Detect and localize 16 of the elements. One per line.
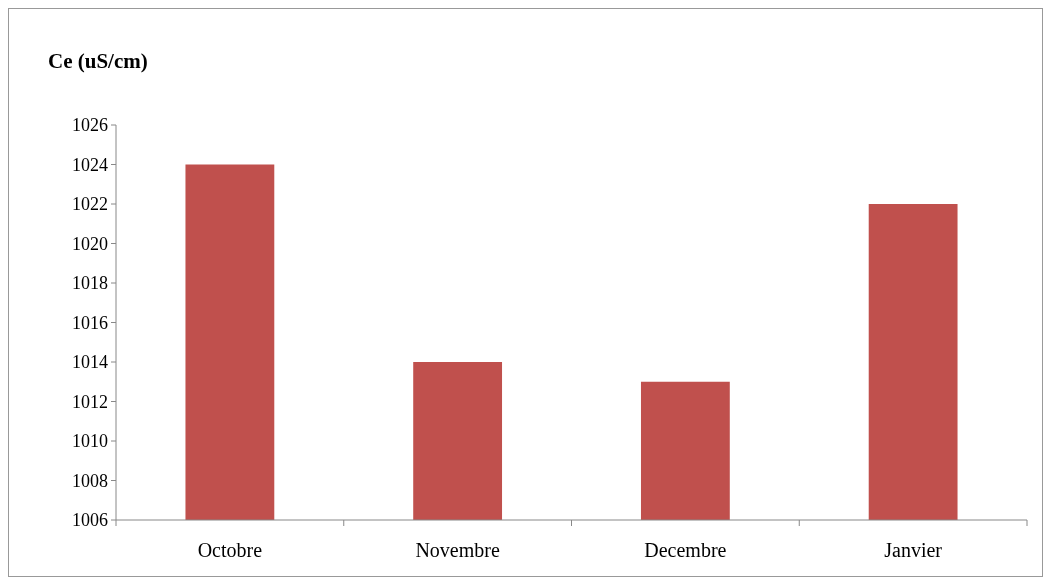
y-tick-label: 1020	[72, 233, 108, 254]
y-axis-title: Ce (uS/cm)	[48, 49, 148, 73]
x-tick-label: Decembre	[644, 539, 727, 561]
y-tick-label: 1026	[72, 115, 108, 136]
y-tick-label: 1006	[72, 510, 108, 531]
y-tick-label: 1016	[72, 312, 108, 333]
y-tick-label: 1008	[72, 470, 108, 491]
y-tick-label: 1014	[72, 352, 108, 373]
y-tick-label: 1012	[72, 391, 108, 412]
x-tick-label: Janvier	[884, 539, 943, 561]
y-tick-label: 1018	[72, 273, 108, 294]
y-tick-label: 1022	[72, 194, 108, 215]
y-tick-label: 1010	[72, 431, 108, 452]
x-tick-label: Octobre	[197, 539, 263, 561]
x-tick-label: Novembre	[415, 539, 500, 561]
y-tick-label: 1024	[72, 154, 108, 175]
